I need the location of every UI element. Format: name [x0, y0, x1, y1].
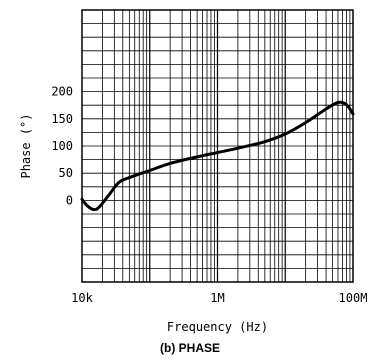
y-tick-label: 150 — [51, 112, 73, 126]
y-tick-labels: 0 50 100 150 200 — [51, 85, 73, 208]
grid — [82, 10, 353, 282]
figure-caption: (b) PHASE — [160, 341, 220, 355]
plot-frame — [81, 9, 354, 283]
y-axis-label: Phase (°) — [19, 113, 33, 178]
x-tick-labels: 10k 1M 100M — [71, 291, 367, 305]
x-axis-label: Frequency (Hz) — [167, 320, 268, 334]
y-tick-label: 0 — [66, 193, 73, 207]
series-line — [80, 100, 355, 212]
y-tick-label: 100 — [51, 139, 73, 153]
x-tick-label: 1M — [210, 291, 224, 305]
y-tick-label: 50 — [59, 166, 73, 180]
y-tick-label: 200 — [51, 85, 73, 99]
x-tick-label: 10k — [71, 291, 93, 305]
x-tick-label: 100M — [339, 291, 368, 305]
